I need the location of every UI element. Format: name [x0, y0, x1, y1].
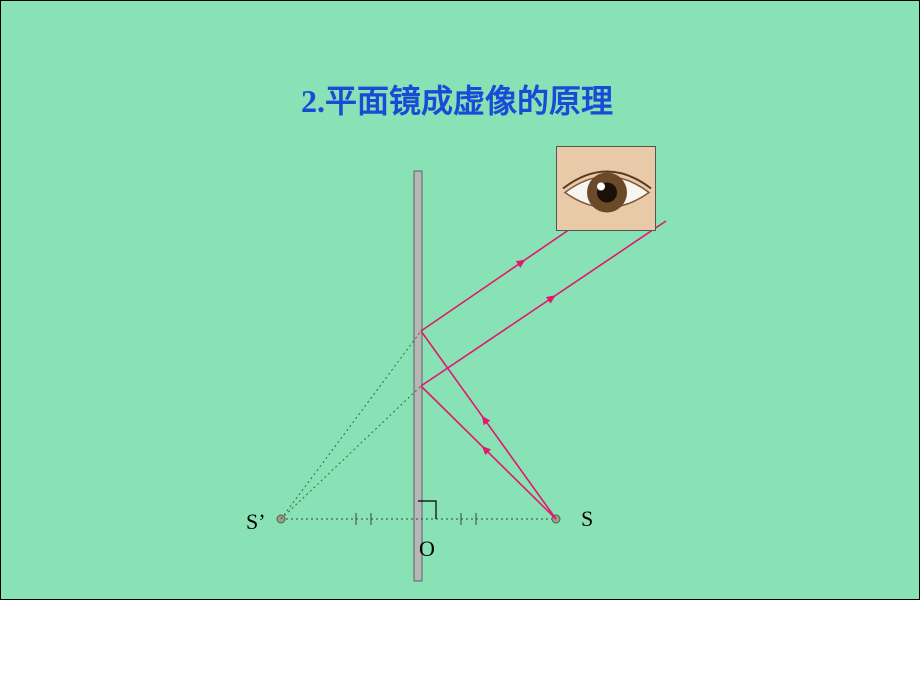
label-s: S: [581, 506, 593, 532]
eye-image: [556, 146, 656, 231]
eye-icon: [557, 147, 656, 231]
slide-frame: 2.平面镜成虚像的原理 S S’ O: [0, 0, 920, 600]
label-s-prime: S’: [246, 509, 266, 535]
label-o: O: [419, 536, 435, 562]
optics-diagram: [1, 1, 920, 601]
